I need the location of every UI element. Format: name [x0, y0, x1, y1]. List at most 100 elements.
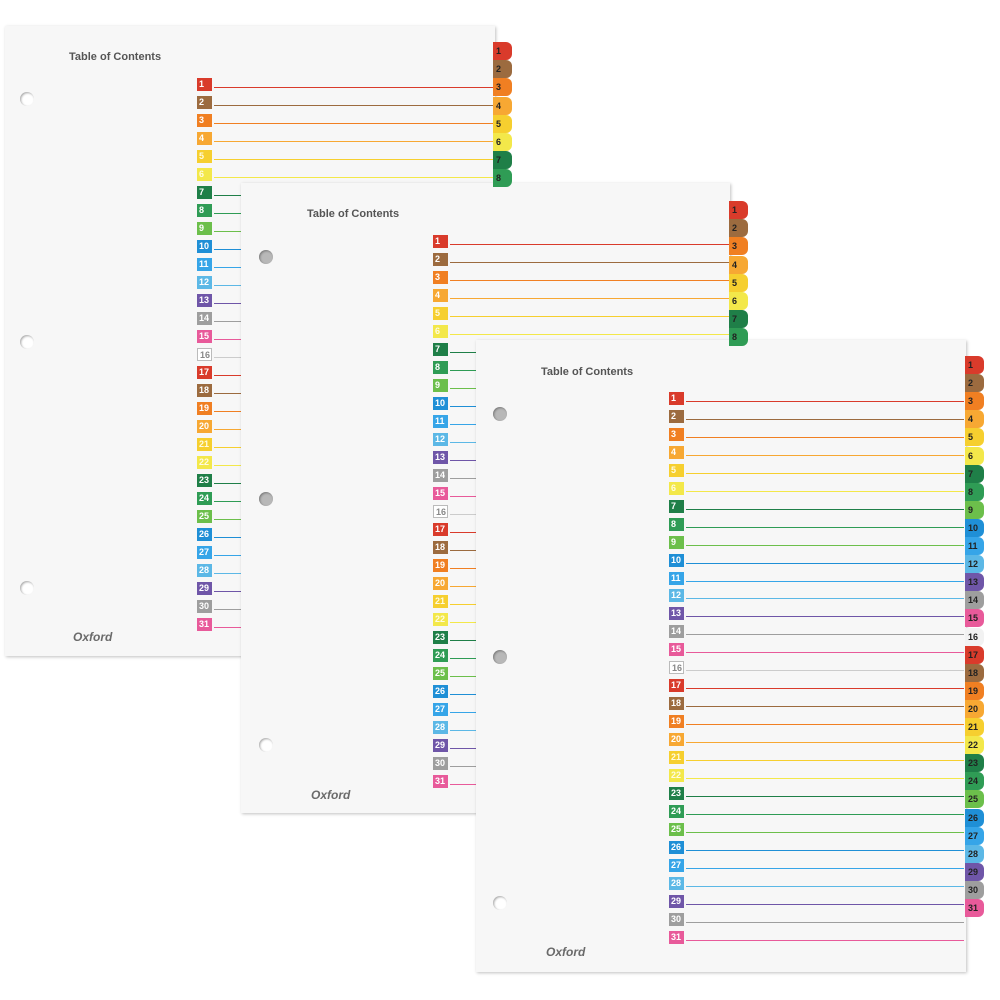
toc-number: 30	[197, 600, 212, 613]
toc-line	[214, 159, 497, 160]
sheet-title: Table of Contents	[307, 208, 400, 220]
toc-line	[686, 724, 964, 726]
index-tab: 15	[965, 609, 984, 628]
toc-line	[686, 885, 964, 887]
toc-row: 6	[433, 325, 729, 339]
toc-line	[686, 831, 964, 833]
toc-row: 27	[669, 858, 964, 873]
toc-number: 31	[669, 930, 684, 944]
toc-row: 3	[669, 427, 964, 442]
toc-number: 27	[669, 858, 684, 872]
toc-row: 3	[433, 271, 729, 285]
toc-number: 12	[197, 276, 212, 289]
brand-logo: Oxford	[311, 788, 351, 802]
toc-line	[686, 616, 964, 618]
toc-number: 1	[669, 392, 684, 405]
index-tab: 9	[965, 500, 984, 519]
toc-line	[686, 867, 964, 869]
toc-row: 22	[669, 768, 964, 783]
toc-number: 11	[197, 258, 212, 271]
toc-number: 14	[433, 469, 448, 482]
index-tab: 14	[965, 591, 984, 610]
toc-row: 31	[669, 930, 964, 945]
index-tab: 29	[965, 862, 984, 881]
toc-line	[686, 813, 964, 815]
toc-line	[686, 526, 964, 528]
toc-number: 13	[197, 294, 212, 307]
toc-number: 29	[197, 582, 212, 595]
toc-number: 9	[197, 222, 212, 235]
toc-number: 19	[197, 402, 212, 415]
index-tab: 3	[965, 392, 984, 411]
index-tab: 19	[965, 681, 984, 700]
toc-line	[686, 742, 964, 744]
toc-number: 3	[669, 427, 684, 441]
index-tab: 4	[965, 410, 984, 429]
toc-number: 31	[197, 618, 212, 631]
toc-number: 6	[197, 168, 212, 181]
toc-number: 8	[197, 204, 212, 217]
toc-number: 25	[433, 667, 448, 680]
toc-number: 18	[197, 384, 212, 397]
index-tab: 31	[965, 899, 984, 917]
toc-number: 8	[669, 517, 684, 531]
toc-row: 4	[669, 445, 964, 460]
toc-row: 14	[669, 625, 964, 639]
toc-number: 5	[669, 463, 684, 477]
index-tab: 17	[965, 645, 984, 664]
punch-hole	[259, 492, 273, 506]
index-tab: 6	[729, 292, 748, 310]
toc-row: 1	[197, 78, 497, 92]
toc-row: 18	[669, 697, 964, 711]
toc-number: 9	[433, 379, 448, 392]
toc-number: 31	[433, 775, 448, 788]
index-tab: 21	[965, 718, 984, 736]
toc-number: 18	[433, 541, 448, 554]
index-tab: 3	[729, 237, 748, 256]
index-tab: 7	[493, 151, 512, 170]
toc-line	[450, 280, 729, 281]
toc-number: 21	[433, 595, 448, 608]
toc-row: 28	[669, 876, 964, 891]
toc-line	[686, 849, 964, 851]
toc-number: 20	[433, 577, 448, 590]
toc-number: 23	[197, 474, 212, 487]
toc-row: 21	[669, 751, 964, 765]
toc-row: 2	[433, 253, 729, 267]
index-tab: 4	[729, 255, 748, 274]
toc-line	[686, 418, 964, 420]
index-tab: 26	[965, 808, 984, 827]
toc-number: 4	[197, 132, 212, 145]
index-tab: 30	[965, 880, 984, 899]
punch-hole	[20, 92, 34, 106]
toc-number: 26	[669, 840, 684, 854]
sheet-title: Table of Contents	[541, 366, 634, 378]
toc-number: 6	[669, 481, 684, 495]
toc-number: 18	[669, 697, 684, 711]
toc-row: 3	[197, 114, 497, 128]
punch-hole	[259, 250, 273, 264]
index-tab: 10	[965, 518, 984, 537]
toc-number: 24	[197, 492, 212, 505]
toc-number: 19	[433, 559, 448, 572]
toc-number: 11	[669, 571, 684, 585]
toc-number: 28	[669, 876, 684, 890]
toc-number: 14	[669, 625, 684, 639]
toc-row: 8	[669, 517, 964, 532]
toc-row: 25	[669, 822, 964, 837]
toc-number: 2	[433, 253, 448, 266]
toc-number: 20	[669, 733, 684, 747]
toc-row: 7	[669, 499, 964, 514]
toc-number: 14	[197, 312, 212, 325]
toc-number: 13	[669, 607, 684, 621]
index-tab: 8	[493, 169, 512, 188]
toc-number: 2	[669, 409, 684, 423]
index-tab: 8	[729, 328, 748, 347]
toc-number: 26	[197, 528, 212, 541]
toc-row: 2	[197, 96, 497, 110]
toc-number: 22	[197, 456, 212, 469]
toc-line	[686, 939, 964, 941]
toc-number: 7	[433, 343, 448, 356]
toc-row: 5	[433, 307, 729, 321]
toc-line	[686, 652, 964, 654]
